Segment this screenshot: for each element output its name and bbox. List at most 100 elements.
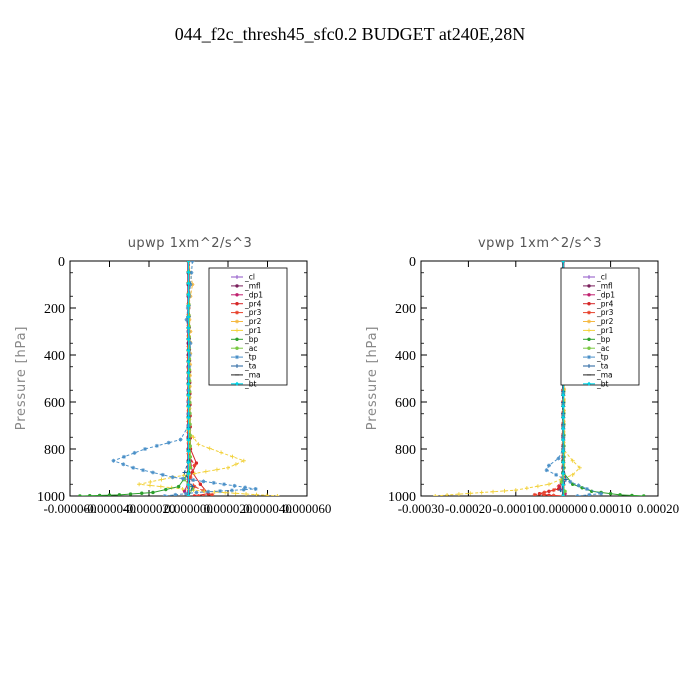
upwp-point-tp [185,306,190,310]
vpwp-legend-marker [587,337,591,341]
upwp-point-pr3 [196,494,201,496]
vpwp-legend-label: _pr1 [596,326,614,335]
upwp-point-pr1 [191,435,196,440]
upwp-point-bt [186,348,191,353]
upwp-legend-marker [235,364,239,368]
vpwp-point-pr3 [542,490,547,495]
upwp-legend-label: _ma [244,371,261,380]
vpwp-legend-marker [587,346,591,350]
vpwp-point-tp [599,491,604,496]
upwp-legend-marker [235,346,239,350]
upwp-point-pr4 [198,482,203,486]
vpwp-panel: vpwp 1xm^2/s^3 Pressure [hPa] 0 200 400 600… [365,236,679,516]
vpwp-point-bt [561,494,566,496]
vpwp-point-tp [568,479,573,484]
upwp-point-tp [183,491,188,496]
upwp-legend-label: _bp [244,335,259,344]
upwp-y-axis-label: Pressure [hPa] [14,326,29,430]
vpwp-legend-item: _dp1 [583,290,615,299]
vpwp-point-bt [561,393,566,398]
upwp-point-bt [186,426,191,431]
upwp-x-tick-label: 0.000040 [243,501,292,516]
upwp-point-pr1 [214,467,219,472]
vpwp-point-bp [630,493,634,496]
upwp-point-bt [186,326,191,331]
upwp-y-tick-label: 600 [44,396,65,411]
upwp-point-ta [182,470,187,475]
vpwp-point-pr1 [577,465,582,470]
upwp-y-tick-label: 800 [44,443,65,458]
vpwp-legend-item: _ma [583,371,613,380]
upwp-point-bt [186,370,191,375]
upwp-y-tick-label: 0 [58,255,65,270]
vpwp-legend-marker [587,381,591,386]
vpwp-legend-box [560,267,640,386]
upwp-legend-label: _cl [244,273,255,282]
vpwp-legend-label: _bp [596,335,611,344]
vpwp-legend-item: _bp [583,335,611,344]
vpwp-legend-label: _pr4 [596,299,614,308]
upwp-legend-marker [235,293,239,297]
vpwp-point-pr1 [513,488,518,493]
vpwp-x-tick-label: 0.00010 [589,501,631,516]
upwp-point-tp [170,475,175,480]
upwp-legend-marker [235,310,239,315]
vpwp-point-pr1 [570,458,575,463]
vpwp-y-tick-label: 1000 [388,490,416,505]
upwp-point-pr1 [203,469,208,474]
upwp-point-tp [184,317,189,322]
vpwp-legend-marker [587,319,591,324]
vpwp-x-tick-label: 0.000000 [539,501,588,516]
upwp-point-tp [160,472,165,477]
upwp-legend-item: _pr2 [231,317,262,326]
upwp-legend: _cl_mfl_dp1_pr4_pr3_pr2_pr1_bp_ac_tp_ta_… [208,267,288,388]
vpwp-legend-item: _pr2 [583,317,614,326]
upwp-point-pr1 [226,465,230,470]
upwp-legend-label: _pr3 [244,308,262,317]
upwp-legend-marker [235,275,239,279]
upwp-point-pr1 [158,484,163,489]
upwp-point-tp [229,488,234,493]
upwp-legend-item: _pr4 [231,299,262,308]
upwp-point-bt [186,292,191,297]
upwp-legend-item: _cl [231,273,255,282]
vpwp-point-tp [546,463,551,468]
upwp-point-pr4 [192,494,197,496]
upwp-legend-label: _pr4 [244,299,262,308]
upwp-point-tp [188,282,193,287]
vpwp-point-bp [642,494,646,496]
upwp-legend-item: _ta [231,362,256,371]
vpwp-legend-marker [587,355,591,360]
upwp-y-tick-label: 400 [44,349,65,364]
vpwp-point-pr1 [433,494,438,496]
upwp-point-tp [131,465,136,470]
upwp-point-tp [241,487,246,492]
upwp-point-bp [176,484,181,489]
upwp-point-ac [188,433,192,437]
vpwp-legend: _cl_mfl_dp1_pr4_pr3_pr2_pr1_bp_ac_tp_ta_… [560,267,640,388]
upwp-point-tp [194,490,199,495]
upwp-point-tp [132,450,137,455]
upwp-series-bt [186,261,191,496]
vpwp-legend-label: _dp1 [596,290,615,299]
vpwp-y-tick-label: 800 [395,443,416,458]
upwp-point-tp [121,454,126,459]
upwp-legend-marker [235,328,239,333]
vpwp-point-pr3 [542,493,547,496]
vpwp-point-ac [559,480,564,484]
vpwp-point-pr1 [445,493,450,496]
upwp-legend-label: _pr1 [244,326,262,335]
vpwp-point-ta [564,477,569,482]
vpwp-point-pr1 [491,489,496,494]
upwp-point-pr1 [254,492,259,496]
upwp-point-tp [206,489,211,494]
vpwp-legend-label: _mfl [596,282,613,291]
vpwp-point-ta [558,488,563,493]
upwp-x-tick-label: -0.000040 [83,501,136,516]
vpwp-point-bt [561,426,566,431]
upwp-point-pr1 [180,486,185,491]
upwp-point-bt [186,438,191,443]
upwp-point-bt [186,460,191,465]
upwp-point-bt [186,314,191,319]
vpwp-legend-item: _tp [583,353,609,362]
